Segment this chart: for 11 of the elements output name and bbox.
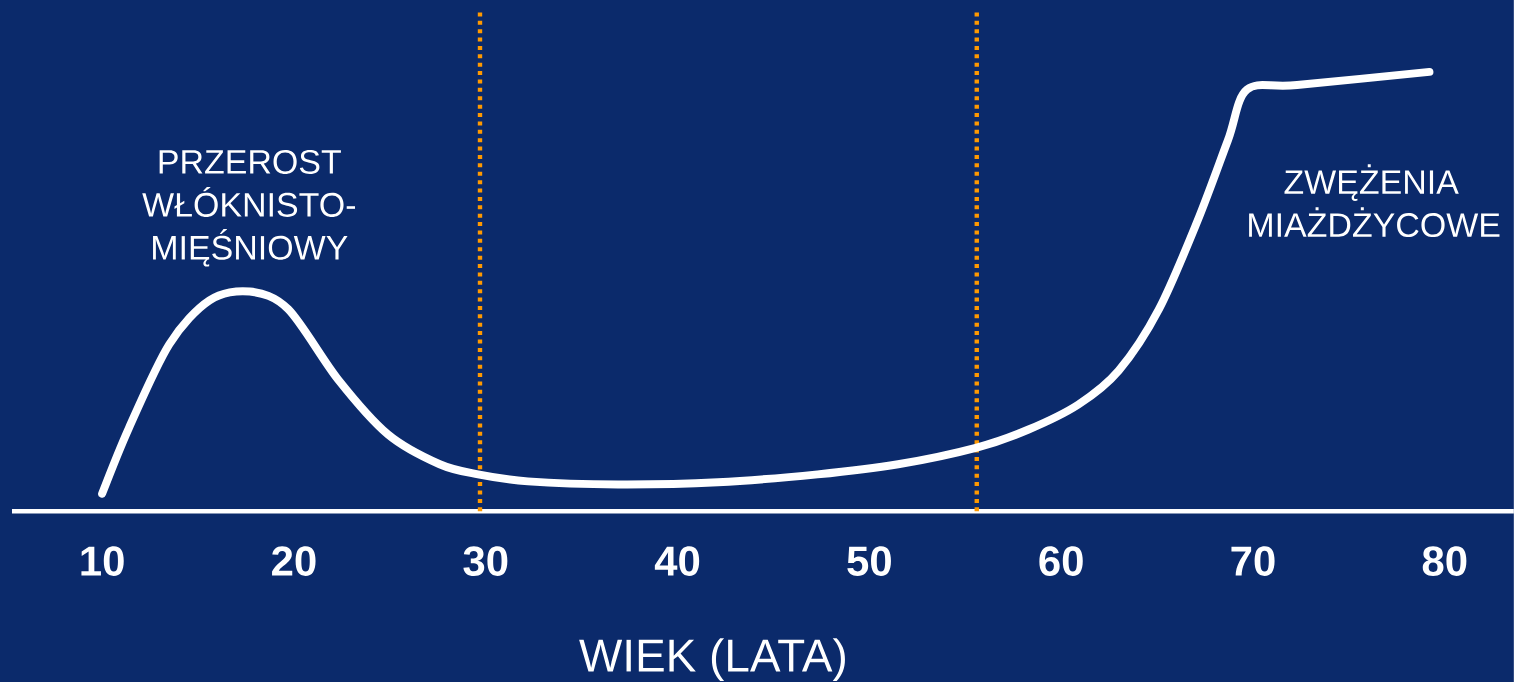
x-tick-label: 20 [272, 546, 316, 577]
x-tick-label: 10 [81, 546, 124, 577]
x-axis-title: WIEK (LATA) [579, 638, 845, 682]
x-tick-label: 50 [847, 546, 891, 577]
x-tick-label: 80 [1422, 546, 1467, 577]
x-tick-label: 30 [463, 546, 508, 577]
x-tick-label: 60 [1039, 546, 1083, 577]
x-tick-label: 40 [654, 546, 700, 577]
annotation: ZWĘŻENIA MIAŻDŻYCOWE [1249, 164, 1500, 238]
x-tick-label: 70 [1231, 546, 1275, 577]
annotation: PRZEROST WŁÓKNISTO-MIĘŚNIOWY [142, 150, 356, 267]
